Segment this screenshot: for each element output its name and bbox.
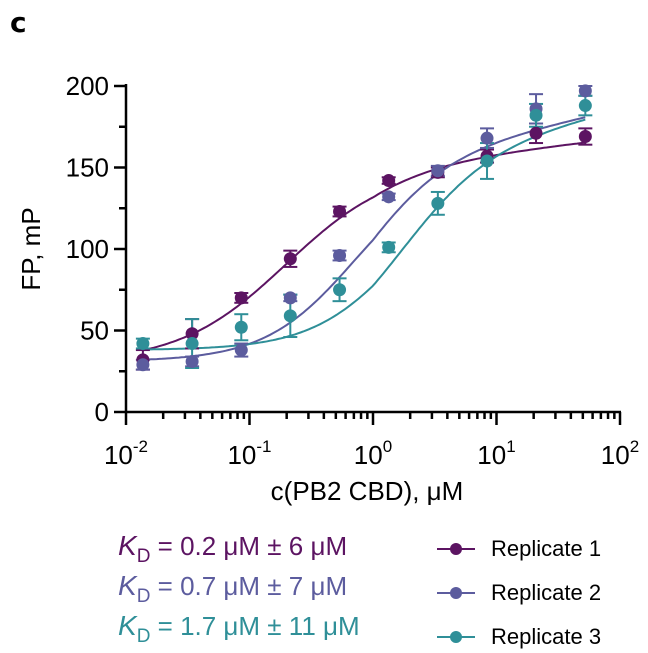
legend-item-replicate-2: Replicate 2	[437, 578, 601, 608]
data-point-replicate-2	[333, 249, 346, 262]
data-point-replicate-1	[333, 205, 346, 218]
x-tick-label: 10-1	[227, 437, 271, 470]
kd-symbol: K	[118, 610, 137, 641]
data-point-replicate-1	[530, 127, 543, 140]
legend-label: Replicate 1	[491, 536, 601, 562]
x-tick-base: 10	[354, 440, 383, 470]
data-point-replicate-1	[579, 130, 592, 143]
legend-label: Replicate 3	[491, 624, 601, 650]
data-point-replicate-3	[481, 154, 494, 167]
data-point-replicate-3	[579, 99, 592, 112]
data-point-replicate-2	[579, 84, 592, 97]
legend-dot	[450, 543, 462, 555]
kd-value-3: = 1.7 μM ± 11 μM	[158, 611, 360, 641]
y-tick-label: 100	[66, 234, 109, 264]
data-point-replicate-2	[481, 132, 494, 145]
x-tick-exponent: 1	[506, 437, 515, 456]
legend-dot	[450, 631, 462, 643]
data-point-replicate-2	[186, 355, 199, 368]
fit-curve-1	[143, 143, 585, 351]
legend-item-replicate-1: Replicate 1	[437, 534, 601, 564]
x-tick-base: 10	[601, 440, 630, 470]
data-point-replicate-1	[382, 174, 395, 187]
y-tick-label: 150	[66, 153, 109, 183]
kd-subscript: D	[137, 546, 151, 567]
kd-subscript: D	[137, 586, 151, 607]
legend-dot	[450, 587, 462, 599]
kd-symbol: K	[118, 570, 137, 601]
kd-value-2: = 0.7 μM ± 7 μM	[158, 571, 347, 601]
legend-symbol	[437, 627, 475, 647]
x-tick-exponent: 0	[383, 437, 392, 456]
x-axis-label: c(PB2 CBD), μM	[271, 476, 464, 506]
kd-subscript: D	[137, 626, 151, 647]
x-tick-label: 100	[354, 437, 392, 470]
y-tick-label: 0	[95, 397, 109, 427]
data-point-replicate-2	[431, 164, 444, 177]
x-tick-label: 10-2	[104, 437, 148, 470]
data-point-replicate-2	[136, 358, 149, 371]
data-point-replicate-2	[284, 291, 297, 304]
x-tick-exponent: -1	[256, 437, 271, 456]
kd-symbol: K	[118, 530, 137, 561]
x-tick-exponent: -2	[133, 437, 148, 456]
y-tick-label: 50	[80, 316, 109, 346]
y-tick-label: 200	[66, 71, 109, 101]
legend-item-replicate-3: Replicate 3	[437, 622, 601, 652]
data-point-replicate-3	[136, 337, 149, 350]
legend-symbol	[437, 539, 475, 559]
legend-symbol	[437, 583, 475, 603]
data-point-replicate-2	[382, 190, 395, 203]
y-axis-label: FP, mP	[16, 207, 46, 290]
kd-value-1: = 0.2 μM ± 6 μM	[158, 531, 347, 561]
data-point-replicate-3	[333, 283, 346, 296]
data-point-replicate-1	[235, 291, 248, 304]
data-point-replicate-3	[235, 321, 248, 334]
data-point-replicate-3	[431, 197, 444, 210]
x-tick-base: 10	[104, 440, 133, 470]
x-tick-base: 10	[477, 440, 506, 470]
data-point-replicate-1	[284, 252, 297, 265]
x-tick-label: 102	[601, 437, 639, 470]
data-point-replicate-2	[235, 344, 248, 357]
data-point-replicate-3	[186, 337, 199, 350]
x-tick-base: 10	[227, 440, 256, 470]
legend-label: Replicate 2	[491, 580, 601, 606]
x-tick-exponent: 2	[630, 437, 639, 456]
data-point-replicate-3	[530, 109, 543, 122]
kd-line-3: KD = 1.7 μM ± 11 μM	[118, 610, 360, 648]
x-tick-label: 101	[477, 437, 515, 470]
data-point-replicate-3	[284, 309, 297, 322]
fit-curve-3	[143, 120, 585, 350]
data-point-replicate-3	[382, 241, 395, 254]
fit-curve-2	[143, 117, 585, 359]
kd-line-2: KD = 0.7 μM ± 7 μM	[118, 570, 347, 608]
kd-line-1: KD = 0.2 μM ± 6 μM	[118, 530, 347, 568]
